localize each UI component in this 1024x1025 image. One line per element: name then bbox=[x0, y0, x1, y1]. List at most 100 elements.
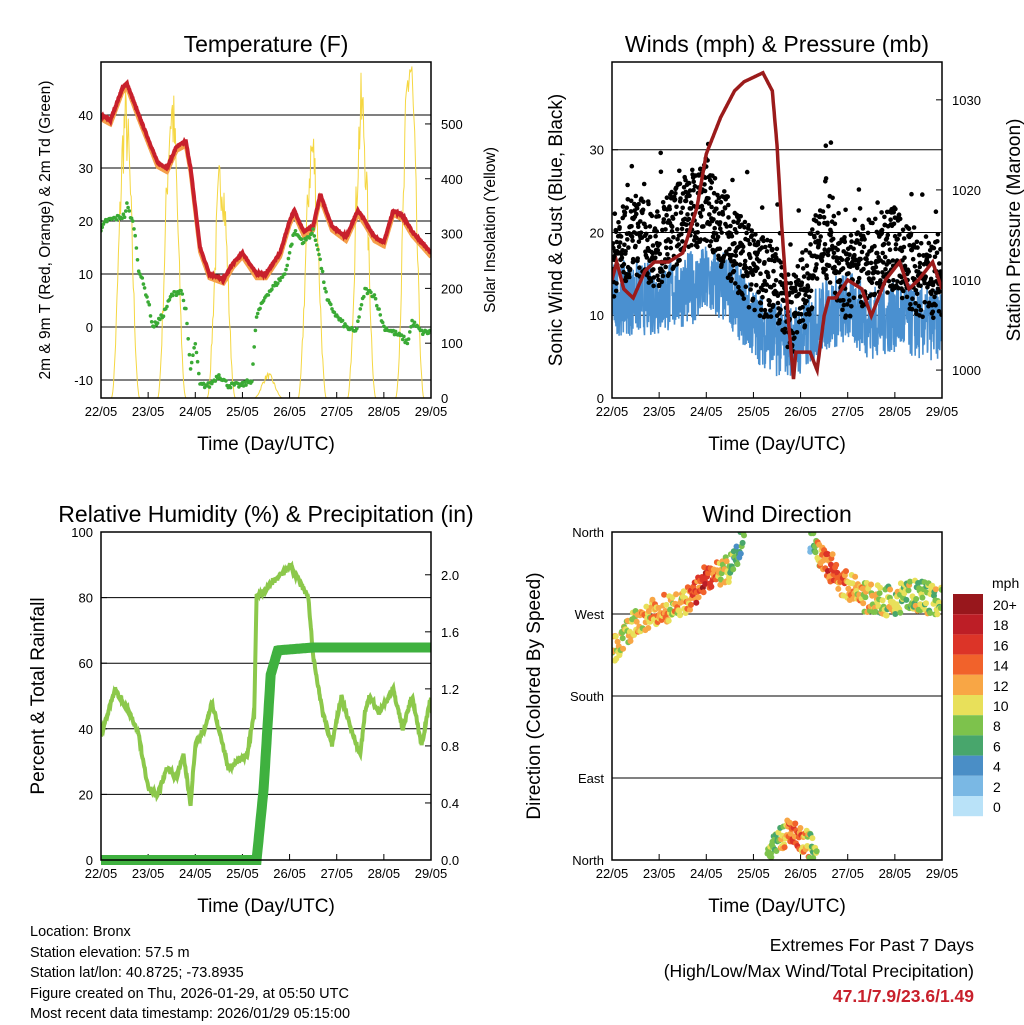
dewpoint-point bbox=[185, 321, 189, 326]
gust-point bbox=[651, 275, 657, 280]
gust-point bbox=[753, 232, 758, 237]
dewpoint-point bbox=[362, 294, 366, 299]
dewpoint-point bbox=[311, 227, 315, 231]
gust-point bbox=[930, 288, 935, 293]
extremes-subtitle: (High/Low/Max Wind/Total Precipitation) bbox=[663, 960, 974, 981]
gust-point bbox=[808, 242, 813, 247]
gust-point bbox=[680, 239, 685, 244]
gust-point bbox=[707, 243, 713, 249]
dewpoint-point bbox=[329, 302, 333, 307]
gust-point bbox=[687, 188, 693, 193]
gust-point bbox=[626, 245, 631, 250]
gust-point bbox=[899, 295, 905, 301]
dewpoint-point bbox=[180, 292, 185, 296]
direction-point bbox=[938, 586, 942, 593]
gust-point bbox=[782, 330, 787, 335]
gust-point bbox=[712, 225, 717, 231]
dewpoint-point bbox=[213, 379, 218, 383]
gust-point bbox=[843, 313, 849, 319]
gust-point bbox=[827, 280, 833, 285]
direction-point bbox=[708, 583, 715, 590]
gust-point bbox=[804, 263, 810, 269]
gust-point bbox=[826, 204, 831, 209]
gust-point bbox=[732, 241, 737, 246]
direction-point bbox=[913, 596, 920, 602]
gust-point bbox=[832, 264, 837, 270]
dewpoint-point bbox=[301, 240, 306, 245]
gust-point bbox=[744, 230, 749, 236]
direction-point bbox=[934, 611, 941, 618]
gust-point bbox=[715, 234, 721, 240]
panel-3: 0 20 40 60 80 100 0.0 0.4 0.8 1.2 1.6 2.0 22/05 23/05… bbox=[28, 501, 474, 917]
gust-point bbox=[700, 207, 706, 212]
dewpoint-point bbox=[127, 209, 132, 213]
gust-point bbox=[708, 239, 714, 244]
y-right-tick-label: 1030 bbox=[952, 93, 981, 108]
gust-point bbox=[915, 245, 920, 250]
gust-point bbox=[764, 282, 769, 287]
gust-point bbox=[645, 237, 650, 243]
plot-frame bbox=[611, 531, 943, 861]
gust-point bbox=[704, 238, 710, 244]
gust-point bbox=[741, 296, 747, 301]
9m-temp-line bbox=[101, 83, 431, 286]
gust-point bbox=[645, 271, 650, 276]
direction-point bbox=[849, 580, 856, 587]
gust-point bbox=[792, 335, 797, 341]
y-right-tick-label: 0.4 bbox=[441, 796, 459, 811]
dewpoint-point bbox=[148, 314, 153, 318]
gust-point bbox=[643, 224, 648, 230]
x-tick-label: 23/05 bbox=[643, 866, 676, 881]
gust-point bbox=[691, 179, 696, 184]
gust-point bbox=[913, 301, 918, 306]
gust-point bbox=[761, 282, 766, 288]
gust-point bbox=[862, 237, 867, 242]
gust-point bbox=[677, 257, 682, 263]
gust-point bbox=[804, 298, 809, 304]
gust-point bbox=[664, 245, 669, 251]
dewpoint-point bbox=[377, 307, 381, 311]
gust-point bbox=[683, 198, 689, 204]
legend-label: 10 bbox=[993, 698, 1009, 714]
gust-point bbox=[624, 205, 629, 210]
dewpoint-point bbox=[365, 291, 370, 296]
gust-point bbox=[831, 250, 837, 256]
x-axis-label: Time (Day/UTC) bbox=[708, 896, 846, 917]
dewpoint-point bbox=[171, 293, 175, 298]
gust-point bbox=[665, 252, 670, 257]
gust-point bbox=[722, 189, 727, 194]
gust-point bbox=[653, 255, 658, 260]
gust-point bbox=[814, 276, 820, 281]
gust-point bbox=[755, 239, 761, 245]
gust-point bbox=[637, 265, 642, 271]
gust-point bbox=[856, 187, 862, 192]
gust-point bbox=[709, 204, 714, 210]
gust-point bbox=[627, 274, 632, 280]
gust-point bbox=[785, 344, 790, 350]
gust-point bbox=[816, 221, 822, 226]
direction-point bbox=[768, 854, 775, 860]
gust-point bbox=[648, 278, 654, 284]
gust-point bbox=[702, 182, 707, 187]
gust-point bbox=[909, 247, 915, 253]
y-tick-label: 60 bbox=[79, 656, 93, 671]
gust-point bbox=[687, 193, 692, 199]
extremes-box: Extremes For Past 7 Days (High/Low/Max W… bbox=[664, 933, 974, 1010]
gust-point bbox=[882, 254, 888, 260]
gust-point bbox=[740, 292, 745, 297]
gust-point bbox=[659, 279, 665, 285]
gust-point bbox=[638, 230, 644, 235]
rainfall-line bbox=[101, 642, 431, 865]
gust-point bbox=[801, 274, 807, 279]
x-tick-label: 29/05 bbox=[926, 404, 959, 419]
x-tick-label: 28/05 bbox=[368, 404, 401, 419]
gust-point bbox=[818, 214, 823, 220]
x-tick-label: 28/05 bbox=[368, 866, 401, 881]
gust-point bbox=[655, 273, 660, 279]
gust-point bbox=[616, 220, 621, 225]
direction-point bbox=[907, 578, 913, 585]
direction-point bbox=[905, 587, 912, 594]
dewpoint-point bbox=[290, 242, 294, 247]
y-axis-label: 2m & 9m T (Red, Orange) & 2m Td (Green) bbox=[37, 81, 54, 380]
gust-point bbox=[893, 246, 898, 252]
